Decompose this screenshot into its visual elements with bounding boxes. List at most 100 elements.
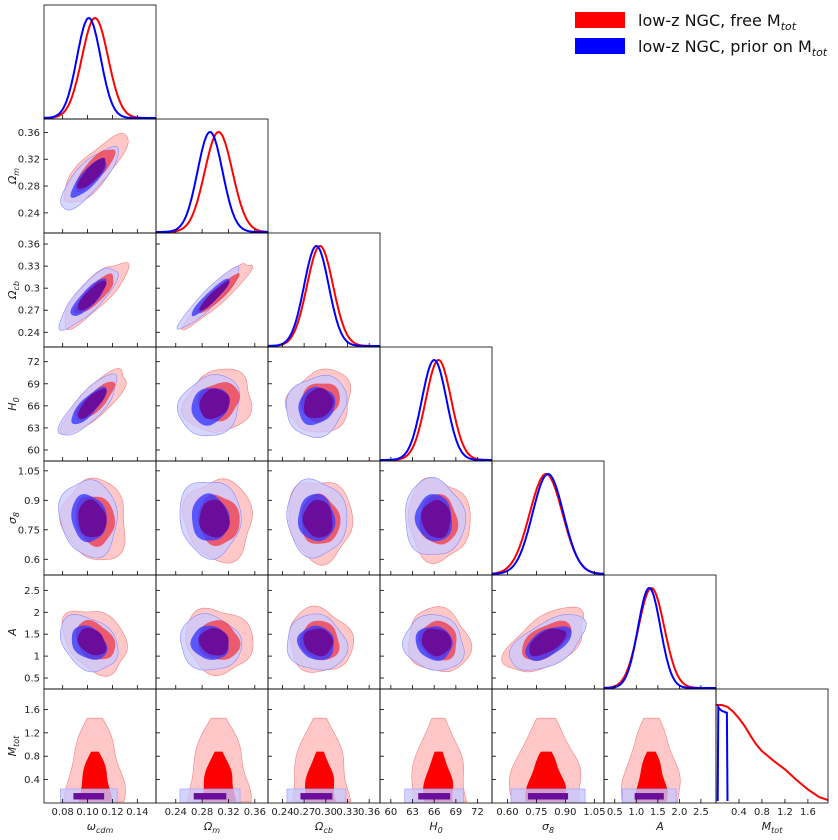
x-tick-label: 0.10 (76, 807, 98, 818)
contour-overlap (303, 388, 334, 418)
panel-A-Omega_m (155, 574, 269, 690)
panel-sigma8-omega_cdm: 0.6 0.75 0.9 1.05 (18, 460, 157, 576)
y-tick-label: 0.6 (24, 555, 40, 566)
panel-Mtot-omega_cdm: 0.08 0.10 0.12 0.14 0.4 0.8 1.2 1.6 (24, 688, 157, 818)
panel-H0-omega_cdm: 60 63 66 69 72 (27, 346, 157, 462)
contour-prior-inner (73, 793, 105, 800)
x-axis-label-Omega_m: Ωm (203, 820, 220, 835)
y-tick-label: 0.8 (24, 752, 40, 763)
x-tick-label: 2.0 (671, 807, 687, 818)
panel-sigma8-sigma8 (491, 460, 605, 576)
marginal-prior-A (604, 587, 716, 689)
y-tick-label: 2 (34, 608, 40, 619)
legend-label: low-z NGC, free Mtot (638, 11, 797, 33)
x-tick-label: 2.5 (693, 807, 709, 818)
x-tick-label: 0.14 (126, 807, 148, 818)
y-axis-label-H0: H0 (6, 397, 21, 410)
panel-Omega_m-Omega_m (155, 118, 269, 234)
panel-A-omega_cdm: 0.5 1 1.5 2 2.5 (24, 574, 157, 690)
marginal-free-Mtot (716, 704, 828, 801)
contour-overlap (303, 628, 334, 657)
x-tick-label: 0.08 (52, 807, 74, 818)
x-tick-label: 66 (428, 807, 441, 818)
y-tick-label: 63 (27, 423, 40, 434)
marginal-free-Omega_m (156, 130, 268, 233)
contour-overlap (529, 628, 567, 657)
x-tick-label: 0.12 (101, 807, 123, 818)
panel-Mtot-A: 0.5 1.0 1.5 2.0 2.5 (603, 688, 717, 818)
y-tick-label: 1.2 (24, 728, 40, 739)
contour-overlap (198, 628, 229, 656)
x-axis-label-A: A (655, 820, 664, 833)
y-tick-label: 0.3 (24, 284, 40, 295)
y-tick-label: 60 (27, 445, 40, 456)
marginal-prior-Omega_cb (268, 244, 380, 347)
x-tick-label: 0.36 (244, 807, 266, 818)
panel-sigma8-Omega_m (155, 460, 269, 576)
panel-H0-Omega_cb (267, 346, 381, 462)
contour-overlap (421, 628, 452, 657)
y-tick-label: 0.36 (18, 128, 40, 139)
contour-overlap (199, 388, 230, 420)
x-tick-label: 0.36 (358, 807, 380, 818)
legend: low-z NGC, free Mtot low-z NGC, prior on … (575, 11, 828, 59)
panel-A-Omega_cb (267, 574, 381, 690)
panel-Mtot-Omega_cb: 0.24 0.27 0.30 0.33 0.36 (267, 688, 381, 818)
x-tick-label: 72 (471, 807, 484, 818)
y-axis-label-Omega_cb: Ωcb (6, 281, 21, 300)
contour-overlap (78, 280, 107, 311)
panel-A-sigma8 (491, 574, 605, 690)
contour-overlap (77, 628, 107, 656)
panel-Omega_cb-Omega_m (155, 232, 269, 348)
y-tick-label: 0.24 (18, 328, 40, 339)
x-tick-label: 0.28 (191, 807, 213, 818)
x-axis-label-Omega_cb: Ωcb (314, 820, 333, 835)
x-tick-label: 0.27 (293, 807, 315, 818)
y-tick-label: 0.28 (18, 182, 40, 193)
panel-Mtot-H0: 60 63 66 69 72 (379, 688, 493, 818)
contour-overlap (76, 157, 106, 189)
y-tick-label: 1.6 (24, 705, 40, 716)
y-tick-label: 72 (27, 357, 40, 368)
contour-prior-inner (634, 793, 664, 800)
panel-Omega_m-omega_cdm: 0.24 0.28 0.32 0.36 (18, 118, 157, 234)
y-axis-label-Mtot: Mtot (6, 735, 21, 757)
panel-omega_cdm-omega_cdm (43, 4, 157, 120)
legend-swatch (575, 12, 625, 28)
y-tick-label: 66 (27, 401, 40, 412)
panel-H0-H0 (379, 346, 493, 462)
panel-sigma8-H0 (379, 460, 493, 576)
panels-layer: 0.24 0.28 0.32 0.36 0.24 0.27 0.3 0.33 0.36 60 63 6… (6, 4, 829, 835)
contour-prior-inner (418, 793, 451, 800)
contour-overlap (199, 280, 230, 311)
y-axis-label-sigma8: σ8 (6, 512, 21, 524)
x-tick-label: 69 (450, 807, 463, 818)
panel-frame (43, 4, 157, 120)
marginal-prior-Mtot (716, 703, 729, 802)
x-axis-label-H0: H0 (429, 820, 442, 835)
y-tick-label: 0.4 (24, 775, 40, 786)
panel-Omega_cb-Omega_cb (267, 232, 381, 348)
panel-Omega_cb-omega_cdm: 0.24 0.27 0.3 0.33 0.36 (18, 232, 157, 348)
contour-overlap (420, 499, 451, 538)
panel-A-H0 (379, 574, 493, 690)
y-tick-label: 0.75 (18, 525, 40, 536)
marginal-free-A (604, 586, 716, 689)
marginal-prior-omega_cdm (44, 16, 156, 119)
y-tick-label: 0.24 (18, 208, 40, 219)
marginal-free-omega_cdm (44, 16, 156, 119)
y-tick-label: 1 (34, 652, 40, 663)
y-tick-label: 0.33 (18, 262, 40, 273)
y-tick-label: 1.5 (24, 630, 40, 641)
panel-frame (715, 688, 829, 804)
y-tick-label: 1.05 (18, 466, 40, 477)
panel-Mtot-Omega_m: 0.24 0.28 0.32 0.36 (155, 688, 269, 818)
panel-frame (155, 118, 269, 234)
x-tick-label: 0.32 (217, 807, 239, 818)
x-tick-label: 1.05 (583, 807, 605, 818)
x-tick-label: 1.6 (800, 807, 816, 818)
panel-H0-Omega_m (155, 346, 269, 462)
x-tick-label: 1.5 (650, 807, 666, 818)
y-tick-label: 0.36 (18, 240, 40, 251)
